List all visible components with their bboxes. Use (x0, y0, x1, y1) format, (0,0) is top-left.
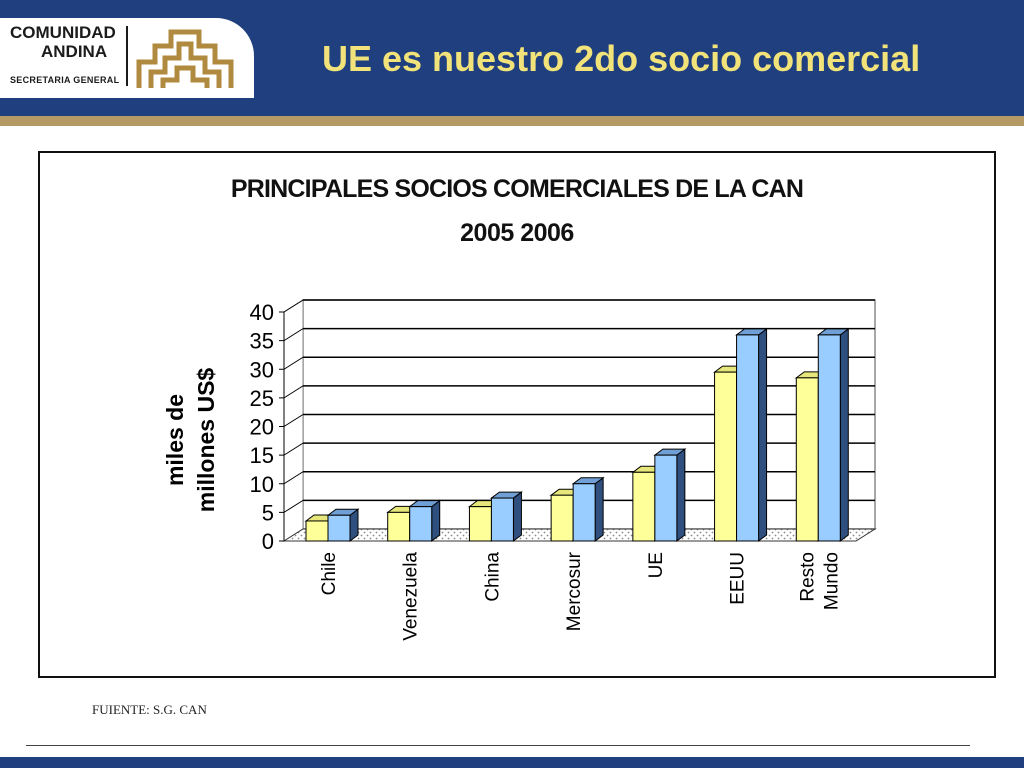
bar-4-1 (653, 448, 687, 542)
bar-1-1 (408, 499, 442, 542)
x-category-label: UE (646, 552, 667, 578)
bar-front (550, 494, 574, 542)
accent-stripe (0, 116, 1024, 126)
bar-front (387, 511, 411, 542)
y-gridline-side (283, 499, 304, 513)
bar-side (758, 327, 768, 542)
y-gridline-side (283, 414, 304, 427)
bar-6-1 (816, 327, 850, 542)
bar-side (676, 448, 686, 542)
y-gridline-side (283, 299, 304, 313)
x-category-label: Venezuela (401, 552, 422, 641)
x-category-label: Chile (319, 552, 340, 595)
source-note: FUIENTE: S.G. CAN (92, 702, 207, 717)
bar-5-1 (735, 327, 769, 542)
y-gridline-side (283, 471, 304, 485)
y-tick-label: 0 (262, 529, 274, 554)
y-gridline-side (283, 385, 304, 399)
bar-side (839, 327, 849, 542)
y-gridline-side (283, 328, 304, 342)
y-gridline-side (283, 356, 304, 370)
bar-front (409, 506, 433, 542)
y-axis-title: miles de (162, 394, 188, 486)
bar-front (632, 471, 656, 542)
y-tick-label: 30 (250, 357, 274, 382)
bar-front (714, 371, 738, 542)
bar-front (654, 454, 678, 542)
chart-subtitle: 2005 2006 (460, 219, 574, 247)
andean-emblem-icon (136, 29, 234, 88)
bar-front (795, 377, 819, 542)
y-tick-label: 40 (250, 300, 274, 325)
page-title: UE es nuestro 2do socio comercial (322, 38, 921, 79)
y-axis-title: millones US$ (193, 368, 219, 513)
bar-front (305, 520, 329, 542)
chart-title: PRINCIPALES SOCIOS COMERCIALES DE LA CAN (230, 175, 804, 203)
bar-0-1 (326, 508, 360, 542)
bar-front (468, 506, 492, 542)
bar-front (736, 334, 760, 542)
bar-side (512, 491, 522, 542)
footer-bar (0, 757, 1024, 768)
bar-front (817, 334, 841, 542)
y-gridline-side (283, 442, 304, 456)
bottom-divider (26, 745, 970, 746)
bar-front (572, 483, 596, 542)
bar-3-1 (571, 476, 605, 542)
y-tick-label: 25 (250, 386, 274, 411)
x-category-label: China (482, 552, 503, 602)
bar-2-1 (489, 491, 523, 542)
y-tick-label: 5 (262, 500, 274, 525)
bar-side (431, 499, 441, 542)
x-category-label: Resto (797, 552, 818, 602)
logo-text-comunidad: COMUNIDAD (10, 23, 116, 42)
y-tick-label: 35 (250, 329, 274, 354)
y-tick-label: 10 (250, 472, 274, 497)
x-category-label: Mercosur (564, 551, 585, 631)
logo-text-secretaria: SECRETARIA GENERAL (10, 75, 120, 85)
x-category-label: Mundo (821, 552, 842, 610)
logo-divider (126, 26, 128, 86)
logo-text-andina: ANDINA (41, 42, 108, 61)
y-tick-label: 20 (250, 415, 274, 440)
bar-side (594, 476, 604, 542)
x-category-label: EEUU (728, 552, 749, 605)
bar-front (490, 497, 514, 542)
y-tick-label: 15 (250, 443, 274, 468)
bar-front (327, 514, 351, 542)
